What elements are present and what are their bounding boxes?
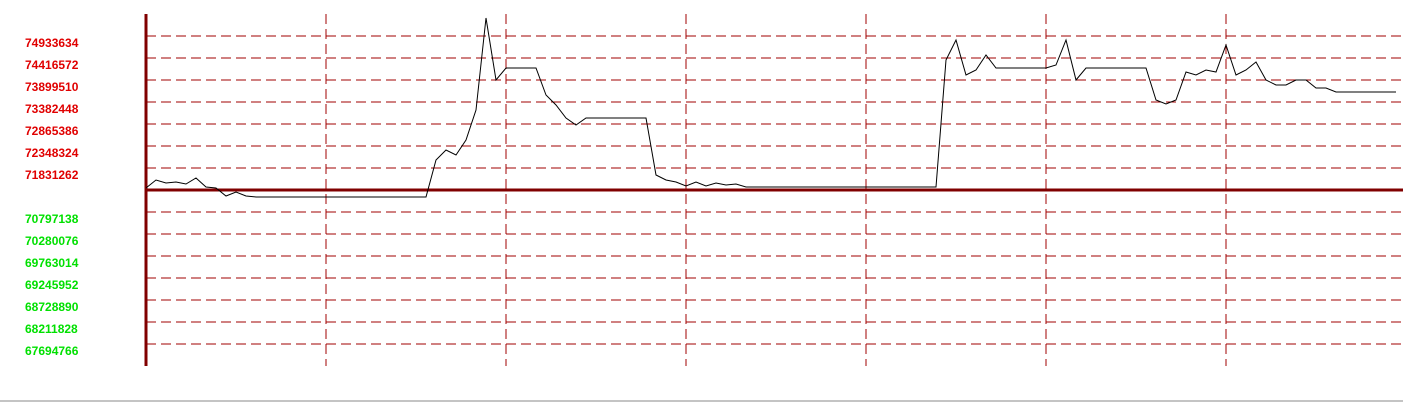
y-tick-label: 68211828 — [25, 322, 78, 336]
y-tick-label: 70797138 — [25, 212, 79, 226]
y-tick-label: 73899510 — [25, 80, 79, 94]
y-tick-label: 72348324 — [25, 146, 79, 160]
y-tick-label: 74416572 — [25, 58, 79, 72]
y-tick-label: 72865386 — [25, 124, 79, 138]
y-tick-label: 69245952 — [25, 278, 79, 292]
y-tick-label: 73382448 — [25, 102, 79, 116]
time-grid — [325, 14, 1227, 366]
y-tick-label: 67694766 — [25, 344, 79, 358]
y-tick-label: 71831262 — [25, 168, 79, 182]
y-tick-label: 70280076 — [25, 234, 79, 248]
y-tick-label: 69763014 — [25, 256, 79, 270]
y-tick-label: 68728890 — [25, 300, 79, 314]
price-line — [145, 17, 1396, 198]
y-tick-label: 74933634 — [25, 36, 79, 50]
